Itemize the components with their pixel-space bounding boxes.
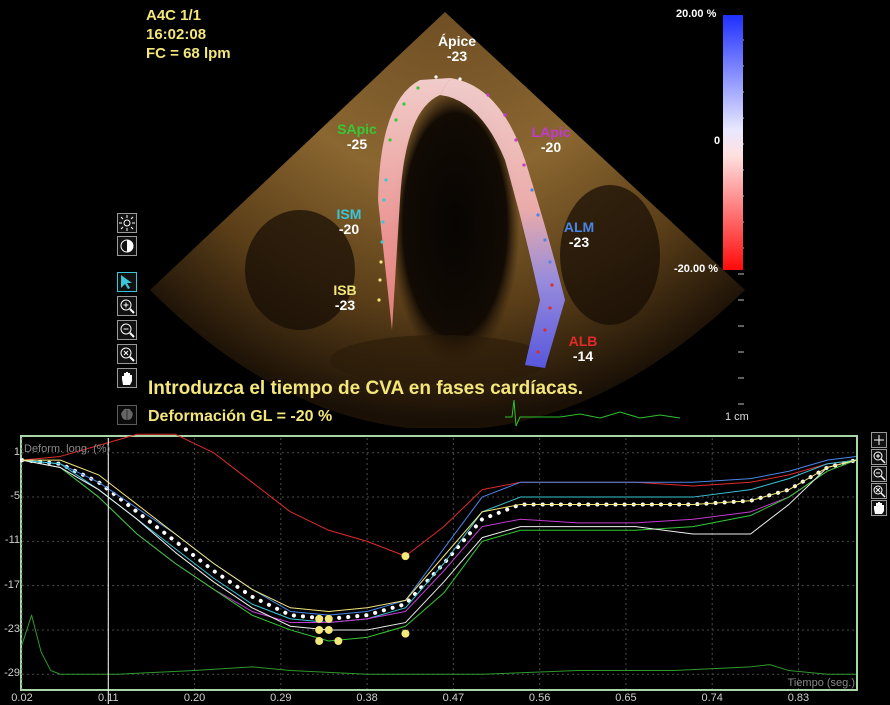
y-axis-label: Deform. long. (%): [24, 443, 110, 455]
x-tick-label: 0.47: [442, 692, 465, 704]
chart-zoom-in-button[interactable]: [871, 449, 887, 465]
segment-value: -20: [338, 221, 360, 237]
chart-markers: [315, 552, 410, 646]
peak-marker[interactable]: [315, 637, 324, 646]
x-tick-label: 0.65: [615, 692, 637, 704]
y-tick-label: -17: [4, 578, 20, 591]
segment-value: -23: [334, 297, 356, 313]
colorbar-mid-label: 0: [714, 135, 721, 147]
segment-strain-line: [21, 614, 856, 675]
y-tick-label: -29: [4, 667, 20, 680]
chart-zoom-out-button[interactable]: [871, 466, 887, 482]
hand-pan-icon: [874, 502, 884, 514]
global-strain-value: Deformación GL = -20 %: [148, 408, 333, 425]
x-tick-label: 0.83: [787, 692, 810, 704]
ecg-trace: [505, 399, 681, 427]
segment-name: LApic: [531, 124, 571, 140]
instruction-message: Introduzca el tiempo de CVA en fases car…: [148, 378, 584, 399]
peak-marker[interactable]: [401, 552, 410, 561]
zoom-out-icon: [120, 323, 135, 338]
zoom-reset-button[interactable]: [117, 344, 137, 364]
x-axis-label: Tiempo (seg.): [788, 677, 855, 689]
x-tick-label: 0.02: [11, 692, 33, 704]
y-tick-label: -11: [4, 534, 20, 547]
segment-name: ISB: [333, 282, 357, 298]
segment-lapic: LApic -20: [526, 125, 576, 155]
segment-value: -25: [346, 136, 368, 152]
heart-rate: FC = 68 lpm: [146, 45, 231, 62]
colorbar-top-label: 20.00 %: [676, 8, 717, 20]
segment-name: ISM: [336, 206, 362, 222]
chart-grid: [21, 438, 856, 689]
zoom-reset-icon: [120, 347, 135, 362]
hand-pan-icon: [122, 372, 132, 385]
peak-marker[interactable]: [315, 614, 324, 623]
peak-marker[interactable]: [324, 625, 333, 634]
zoom-in-button[interactable]: [117, 296, 137, 316]
strain-colorbar: [723, 15, 743, 270]
y-tick-label: 1: [13, 445, 20, 458]
segment-strain-line: [21, 459, 857, 642]
segment-name: ALM: [563, 219, 595, 235]
pointer-button[interactable]: [117, 272, 137, 292]
contrast-icon: [120, 239, 134, 253]
segment-alm: ALM -23: [554, 220, 604, 250]
zoom-in-icon: [873, 451, 886, 464]
global-strain-dotted-line: [20, 458, 858, 621]
scale-label: 1 cm: [725, 411, 749, 423]
peak-marker[interactable]: [324, 614, 333, 623]
segment-value: -14: [572, 348, 594, 364]
segment-strain-line: [22, 459, 857, 612]
zoom-out-button[interactable]: [117, 320, 137, 340]
zoom-in-icon: [120, 299, 135, 314]
x-tick-label: 0.20: [183, 692, 206, 704]
add-button[interactable]: [871, 432, 887, 448]
x-tick-label: 0.74: [701, 692, 723, 704]
strain-chart[interactable]: Deform. long. (%) Tiempo (seg.): [0, 428, 890, 705]
chart-zoom-reset-button[interactable]: [871, 483, 887, 499]
myocardium-right-band: [440, 78, 565, 368]
myocardium-left-band: [378, 78, 450, 330]
segment-value: -23: [568, 234, 590, 250]
chart-series: [20, 433, 858, 675]
segment-name: ALB: [568, 333, 598, 349]
clock-time: 16:02:08: [146, 26, 207, 43]
segment-value: -20: [540, 139, 562, 155]
x-tick-label: 0.29: [270, 692, 292, 704]
peak-marker[interactable]: [401, 629, 410, 638]
y-tick-label: -5: [10, 490, 20, 503]
x-tick-label: 0.11: [97, 692, 119, 704]
chart-frame: [20, 435, 858, 691]
brain-button[interactable]: [117, 405, 137, 425]
segment-value: -23: [446, 48, 468, 64]
segment-ism: ISM -20: [324, 207, 374, 237]
plus-icon: [874, 435, 884, 445]
brightness-button[interactable]: [117, 213, 137, 233]
segment-strain-line: [21, 459, 857, 624]
segment-apex: Ápice -23: [432, 34, 482, 64]
contrast-button[interactable]: [117, 236, 137, 256]
colorbar-bottom-label: -20.00 %: [674, 263, 719, 275]
pointer-arrow-icon: [121, 275, 132, 289]
segment-name: SApic: [337, 121, 377, 137]
tracking-points: [377, 75, 554, 354]
peak-marker[interactable]: [334, 637, 343, 646]
segment-isb: ISB -23: [320, 283, 370, 313]
zoom-reset-icon: [873, 485, 886, 498]
hand-pan-button[interactable]: [117, 368, 137, 388]
view-label: A4C 1/1: [146, 7, 202, 24]
segment-strain-line: [21, 459, 857, 631]
x-tick-label: 0.56: [528, 692, 551, 704]
brain-icon: [121, 408, 133, 420]
echo-image: [150, 12, 745, 428]
chart-pan-button[interactable]: [871, 500, 887, 516]
segment-alb: ALB -14: [558, 334, 608, 364]
segment-sapic: SApic -25: [332, 122, 382, 152]
zoom-out-icon: [873, 468, 886, 481]
peak-marker[interactable]: [315, 625, 324, 634]
sun-icon: [119, 215, 135, 231]
x-tick-label: 0.38: [356, 692, 378, 704]
segment-name: Ápice: [437, 33, 477, 49]
y-tick-label: -23: [4, 622, 20, 635]
